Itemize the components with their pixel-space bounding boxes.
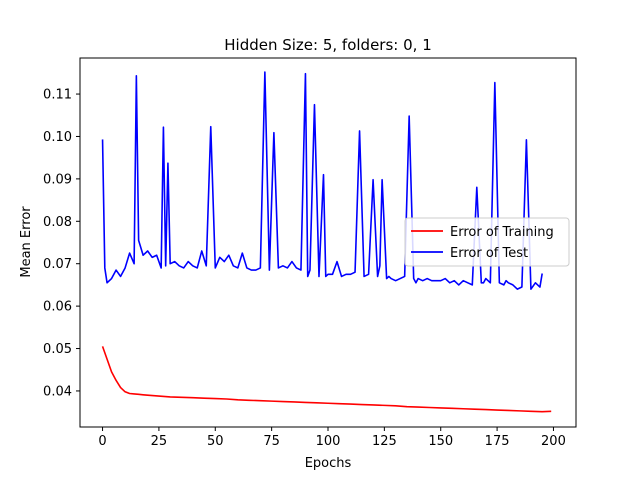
x-axis-ticks: 0 25 50 75 100 125 150 175 200 (98, 427, 566, 449)
legend-label-training: Error of Training (450, 225, 554, 240)
y-tick-label: 0.04 (43, 384, 72, 399)
x-axis-label: Epochs (305, 456, 352, 471)
legend: Error of Training Error of Test (404, 217, 570, 267)
x-tick-label: 0 (98, 434, 106, 449)
y-tick-label: 0.10 (43, 130, 72, 145)
y-axis-ticks: 0.04 0.05 0.06 0.07 0.08 0.09 0.10 0.11 (43, 88, 80, 399)
x-tick-label: 50 (207, 434, 224, 449)
series-line-test (101, 71, 543, 290)
y-tick-label: 0.08 (43, 215, 72, 230)
series-line-training (101, 346, 552, 413)
y-tick-label: 0.11 (43, 88, 72, 103)
y-tick-label: 0.05 (43, 342, 72, 357)
x-tick-label: 200 (541, 434, 566, 449)
legend-box (404, 217, 570, 267)
chart-title: Hidden Size: 5, folders: 0, 1 (224, 36, 432, 54)
y-tick-label: 0.06 (43, 300, 72, 315)
x-tick-label: 150 (428, 434, 453, 449)
x-tick-label: 75 (263, 434, 280, 449)
x-tick-label: 125 (372, 434, 397, 449)
y-tick-label: 0.07 (43, 257, 72, 272)
y-axis-label: Mean Error (19, 206, 34, 278)
plot-area (101, 71, 552, 413)
legend-label-test: Error of Test (450, 246, 528, 261)
x-tick-label: 175 (485, 434, 510, 449)
x-tick-label: 25 (151, 434, 168, 449)
x-tick-label: 100 (316, 434, 341, 449)
y-tick-label: 0.09 (43, 172, 72, 187)
